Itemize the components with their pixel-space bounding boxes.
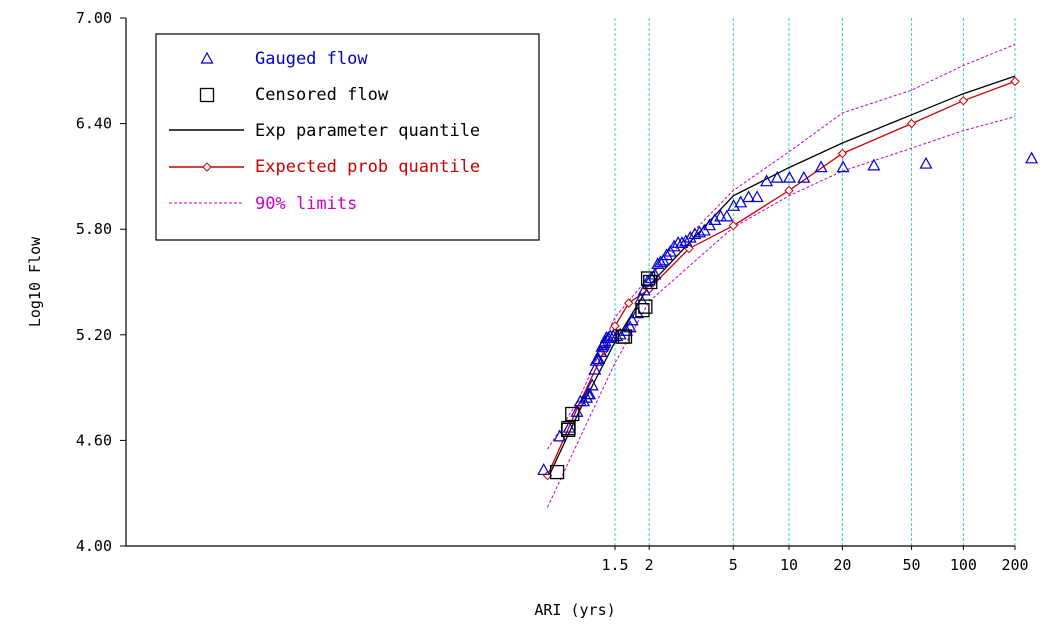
- gauged-flow-point-43: [683, 230, 697, 243]
- legend-label-limits: 90% limits: [255, 194, 357, 214]
- gauged-flow-point-58: [797, 170, 811, 183]
- y-tick-label-4.60: 4.60: [76, 431, 112, 449]
- censored-flow-point-6: [635, 303, 650, 318]
- gauged-flow-point-63: [1025, 151, 1039, 164]
- gauged-flow-point-27: [625, 313, 639, 326]
- gauged-flow-point-13: [592, 352, 606, 365]
- legend-symbol-expected-marker: [202, 162, 212, 172]
- gauged-flow-point-3: [570, 404, 584, 417]
- legend-label-censored: Censored flow: [255, 85, 389, 105]
- gauged-flow-point-44: [688, 227, 702, 240]
- censored-flow-point-5: [617, 329, 633, 344]
- y-tick-label-5.20: 5.20: [76, 326, 112, 344]
- censored-flow-point-9: [643, 274, 658, 290]
- expected-quantile-marker-7: [728, 220, 739, 231]
- gauged-flow-point-8: [583, 387, 597, 400]
- y-tick-label-4.00: 4.00: [76, 537, 112, 555]
- gauged-flow-point-50: [720, 209, 734, 222]
- gauged-flow-point-2: [562, 420, 576, 433]
- x-tick-label-10: 10: [780, 556, 798, 574]
- gauged-flow-point-0: [537, 463, 551, 475]
- exp-parameter-quantile-line: [546, 75, 1016, 480]
- censored-flow-point-7: [638, 299, 653, 314]
- legend-symbol-gauged: [200, 51, 214, 64]
- censored-flow-point-0: [549, 464, 565, 480]
- gauged-flow-point-23: [610, 329, 624, 342]
- legend-label-expected: Expected prob quantile: [255, 157, 480, 177]
- expected-quantile-marker-3: [610, 321, 620, 331]
- gauged-flow-point-10: [588, 362, 602, 375]
- legend-label-exp: Exp parameter quantile: [255, 121, 480, 141]
- censored-flow-point-3: [565, 406, 580, 422]
- gauged-flow-point-42: [679, 234, 693, 247]
- y-tick-label-5.80: 5.80: [76, 220, 112, 238]
- x-tick-label-50: 50: [903, 556, 921, 574]
- y-axis-title: Log10 Flow: [26, 236, 44, 327]
- censored-flow-point-8: [640, 271, 656, 286]
- gauged-flow-point-60: [836, 160, 850, 173]
- gauged-flow-point-62: [919, 156, 933, 169]
- y-tick-label-7.00: 7.00: [76, 9, 112, 27]
- gauged-flow-point-26: [623, 320, 637, 333]
- gauged-flow-point-9: [585, 378, 599, 391]
- vertical-gridlines: [614, 18, 1016, 546]
- expected-quantile-marker-10: [906, 118, 917, 129]
- legend-symbol-censored: [199, 87, 215, 103]
- legend-box: [155, 33, 540, 241]
- gauged-flow-point-30: [637, 283, 651, 296]
- gauged-flow-point-49: [714, 209, 728, 222]
- expected-prob-quantile-line: [546, 80, 1016, 476]
- legend: Gauged flow Censored flow Exp parameter qu…: [155, 33, 540, 241]
- gauged-flow-point-59: [814, 160, 828, 173]
- gauged-flow-point-53: [742, 190, 756, 203]
- expected-quantile-marker-4: [624, 298, 634, 308]
- gauged-flow-point-45: [692, 225, 706, 238]
- gauged-flow-point-48: [708, 213, 722, 225]
- censored-flow-point-2: [561, 420, 576, 436]
- gauged-flow-point-24: [613, 327, 627, 340]
- series-layer: [537, 43, 1039, 508]
- legend-label-gauged: Gauged flow: [255, 49, 368, 69]
- gauged-flow-point-57: [782, 170, 796, 183]
- x-ticks: 1.5 2 5 10 20 50 100 200: [601, 546, 1029, 574]
- y-ticks: 4.00 4.60 5.20 5.80 6.40 7.00: [76, 9, 126, 555]
- expected-quantile-marker-11: [958, 96, 969, 106]
- expected-quantile-marker-12: [1010, 76, 1020, 87]
- expected-quantile-marker-8: [784, 185, 794, 196]
- gauged-flow-point-5: [577, 394, 591, 407]
- axes: [125, 18, 1015, 547]
- expected-quantile-marker-9: [837, 148, 848, 159]
- upper-90-limit-line: [547, 43, 1016, 450]
- x-tick-label-2: 2: [645, 556, 654, 574]
- x-tick-label-100: 100: [950, 556, 977, 574]
- x-axis-title: ARI (yrs): [534, 601, 615, 619]
- x-tick-label-200: 200: [1001, 556, 1028, 574]
- gauged-flow-point-55: [760, 174, 774, 187]
- x-tick-label-1.5: 1.5: [601, 556, 628, 574]
- gauged-flow-point-31: [641, 274, 655, 287]
- y-tick-label-6.40: 6.40: [76, 115, 112, 133]
- gauged-flow-point-61: [867, 158, 881, 171]
- gauged-flow-point-20: [601, 331, 615, 343]
- gauged-flow-point-34: [651, 257, 665, 269]
- gauged-flow-point-56: [770, 170, 784, 183]
- gauged-flow-point-54: [750, 190, 764, 203]
- x-tick-label-20: 20: [833, 556, 851, 574]
- x-tick-label-5: 5: [729, 556, 738, 574]
- gauged-flow-point-37: [660, 248, 674, 261]
- lower-90-limit-line: [547, 116, 1016, 508]
- gauged-flow-point-35: [653, 255, 668, 268]
